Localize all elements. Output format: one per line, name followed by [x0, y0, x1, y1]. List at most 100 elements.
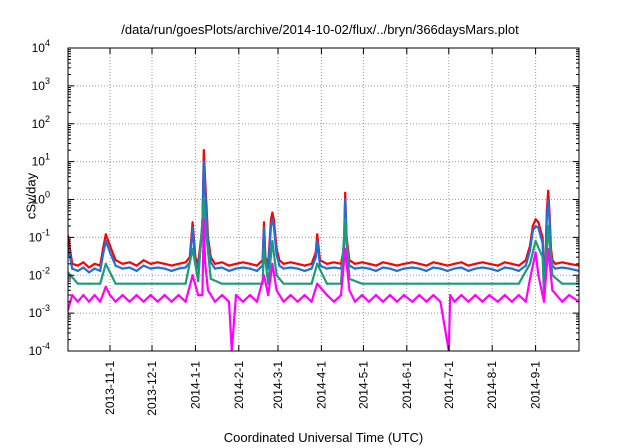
- data-point: [128, 282, 131, 285]
- data-point: [481, 300, 484, 303]
- data-point: [537, 221, 540, 224]
- data-point: [517, 282, 520, 285]
- x-tick-label: 2014-2-1: [232, 361, 246, 409]
- data-point: [561, 261, 564, 264]
- data-point: [348, 289, 351, 292]
- data-point: [170, 269, 173, 272]
- data-point: [554, 262, 557, 265]
- data-point: [402, 262, 406, 265]
- data-point: [184, 282, 187, 285]
- y-tick-label: 102: [32, 114, 50, 131]
- data-point: [547, 189, 550, 192]
- x-axis: 2013-11-1 2013-12-1 2014-1-1 2014-2-1 2014-3…: [103, 48, 543, 416]
- data-point: [467, 269, 470, 272]
- data-point: [388, 294, 392, 297]
- data-point: [474, 262, 477, 265]
- data-point: [269, 224, 273, 228]
- data-point: [344, 191, 347, 194]
- data-point: [93, 262, 96, 265]
- data-point: [425, 269, 428, 272]
- data-point: [204, 191, 207, 194]
- y-tick-label: 10-4: [29, 341, 50, 358]
- data-point: [488, 282, 491, 285]
- data-point: [510, 262, 513, 265]
- data-point: [191, 274, 194, 277]
- data-point: [314, 256, 317, 259]
- data-point: [310, 300, 313, 303]
- x-axis-label: Coordinated Universal Time (UTC): [223, 430, 424, 445]
- data-point: [547, 224, 550, 228]
- data-point: [344, 198, 347, 201]
- data-point: [104, 233, 107, 236]
- data-point: [272, 224, 275, 228]
- data-point: [170, 282, 173, 285]
- data-point: [303, 264, 306, 267]
- data-point: [156, 300, 159, 303]
- data-point: [488, 294, 491, 297]
- data-point: [531, 224, 534, 228]
- data-point: [439, 300, 442, 303]
- data-point: [388, 267, 392, 270]
- data-point: [411, 266, 414, 269]
- data-point: [201, 294, 204, 297]
- data-point: [248, 262, 252, 265]
- data-point: [432, 266, 435, 269]
- data-point: [296, 300, 299, 303]
- data-point: [353, 262, 357, 265]
- chart-title: /data/run/goesPlots/archive/2014-10-02/f…: [121, 22, 519, 37]
- data-point: [296, 262, 299, 265]
- data-point: [156, 261, 159, 264]
- data-point: [460, 261, 463, 264]
- data-point: [453, 267, 456, 270]
- data-point: [99, 269, 102, 272]
- data-point: [367, 300, 371, 303]
- x-tick-label: 2013-12-1: [145, 361, 159, 416]
- data-point: [395, 300, 399, 303]
- data-point: [316, 233, 319, 236]
- data-point: [296, 282, 299, 285]
- grid-lines: [68, 48, 579, 351]
- data-point: [227, 269, 231, 272]
- data-point: [303, 269, 306, 272]
- data-point: [114, 282, 117, 285]
- data-point: [524, 300, 527, 303]
- data-point: [488, 262, 491, 265]
- data-point: [303, 294, 306, 297]
- data-point: [381, 266, 385, 269]
- data-point: [325, 267, 329, 270]
- data-point: [275, 289, 278, 292]
- data-point: [255, 264, 259, 267]
- data-point: [177, 267, 180, 270]
- data-point: [76, 264, 79, 267]
- data-point: [104, 262, 107, 265]
- data-point: [449, 294, 452, 297]
- data-point: [418, 282, 421, 285]
- data-point: [395, 269, 399, 272]
- data-point: [316, 262, 319, 265]
- data-point: [547, 200, 550, 203]
- x-tick-label: 2014-8-1: [485, 361, 499, 409]
- data-point: [547, 247, 550, 250]
- data-point: [439, 262, 442, 265]
- data-point: [282, 282, 285, 285]
- data-point: [460, 266, 463, 269]
- x-tick-label: 2014-7-1: [442, 361, 456, 409]
- data-point: [316, 282, 319, 285]
- data-point: [227, 300, 231, 303]
- data-point: [467, 264, 470, 267]
- data-point: [163, 267, 166, 270]
- data-point: [104, 285, 107, 288]
- data-point: [528, 249, 532, 252]
- data-point: [474, 282, 477, 285]
- data-point: [467, 300, 470, 303]
- data-point: [474, 267, 477, 270]
- data-point: [496, 264, 499, 267]
- data-point: [418, 267, 421, 270]
- data-point: [135, 264, 138, 267]
- data-point: [374, 294, 378, 297]
- data-point: [135, 269, 138, 272]
- data-point: [128, 261, 131, 264]
- data-point: [517, 294, 520, 297]
- data-point: [344, 247, 347, 250]
- data-point: [517, 269, 520, 272]
